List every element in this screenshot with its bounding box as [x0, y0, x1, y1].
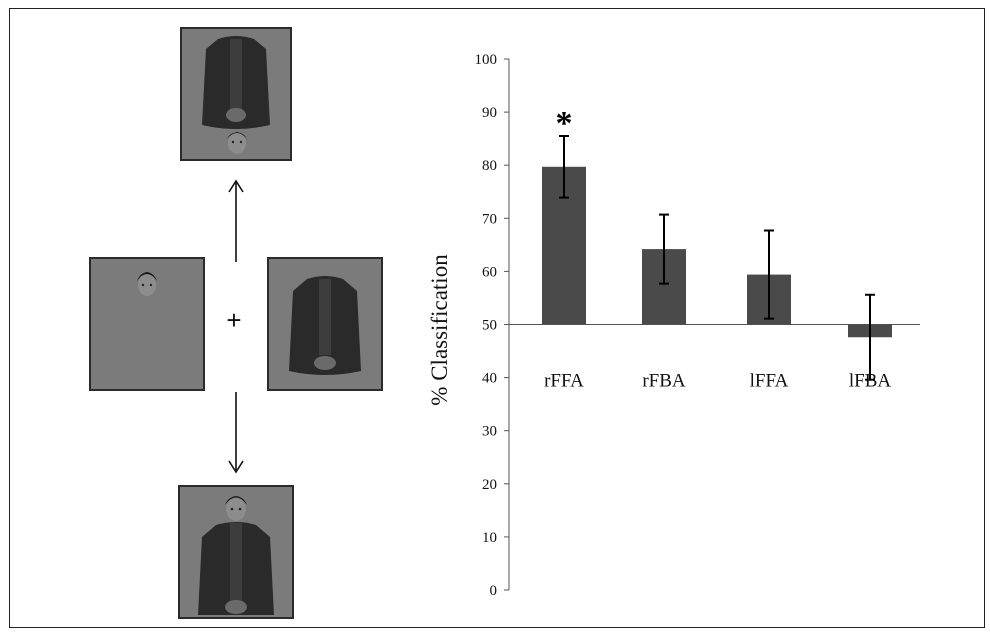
- y-tick-label: 30: [482, 424, 497, 440]
- head-only-stimulus: [89, 257, 205, 391]
- bars: [542, 166, 892, 338]
- y-axis-label: % Classification: [427, 254, 452, 406]
- head-below-body-stimulus: [180, 27, 292, 161]
- significance-markers: *: [556, 105, 573, 142]
- up-arrow-icon: [228, 179, 244, 262]
- whole-person-figure: [198, 496, 274, 615]
- x-label-lFBA: lFBA: [849, 371, 892, 392]
- y-tick-label: 70: [482, 211, 497, 227]
- figure-frame: [9, 8, 985, 628]
- y-tick-label: 0: [490, 583, 498, 599]
- x-axis-labels: rFFA rFBA lFFA lFBA: [544, 371, 891, 392]
- x-label-rFBA: rFBA: [642, 371, 686, 392]
- y-tick-label: 40: [482, 371, 497, 387]
- head-only-figure: [137, 272, 157, 296]
- whole-person-stimulus: [178, 485, 294, 619]
- x-label-lFFA: lFFA: [750, 371, 789, 392]
- y-tick-label: 100: [475, 52, 498, 68]
- y-tick-label: 90: [482, 105, 497, 121]
- y-tick-label: 80: [482, 158, 497, 174]
- error-bars: [559, 134, 875, 381]
- head-below-body-figure: [202, 36, 270, 154]
- y-tick-label: 20: [482, 477, 497, 493]
- significance-asterisk: *: [556, 105, 573, 142]
- body-only-figure: [289, 276, 361, 375]
- body-only-stimulus: [267, 257, 383, 391]
- y-tick-label: 50: [482, 318, 497, 334]
- y-tick-label: 60: [482, 264, 497, 280]
- x-label-rFFA: rFFA: [544, 371, 584, 392]
- fixation-cross: +: [226, 305, 242, 335]
- down-arrow-icon: [228, 392, 244, 474]
- y-tick-label: 10: [482, 530, 497, 546]
- y-axis-ticks: 0 10 20 30 40 50 60 70 80 90 100: [475, 52, 509, 599]
